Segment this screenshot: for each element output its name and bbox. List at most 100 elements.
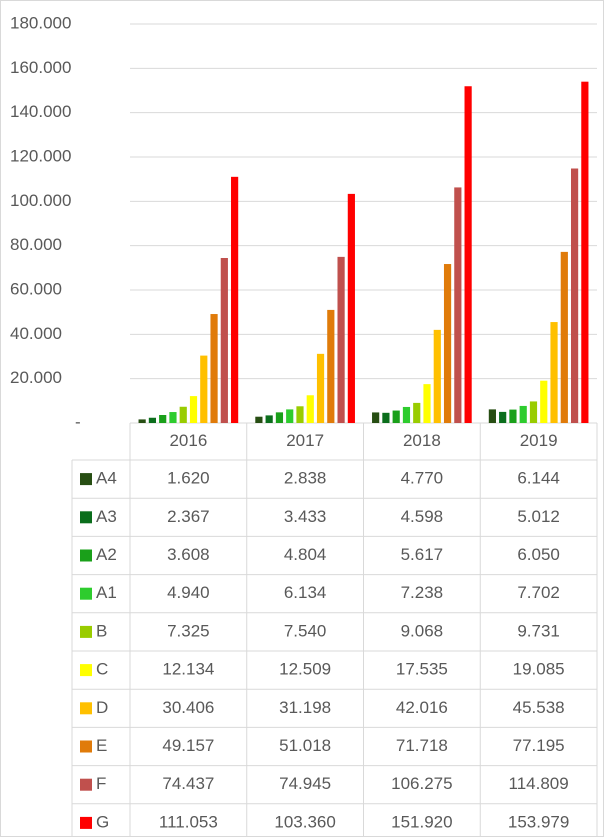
bar xyxy=(265,415,273,423)
table-value: 106.275 xyxy=(391,774,452,793)
bar xyxy=(286,409,294,423)
bar xyxy=(159,415,167,423)
bar xyxy=(454,187,462,423)
table-value: 114.809 xyxy=(509,774,569,793)
y-tick-label: 140.000 xyxy=(10,102,71,121)
table-value: 4.770 xyxy=(401,469,444,488)
legend-label: F xyxy=(96,774,106,793)
bar xyxy=(519,405,527,423)
bar xyxy=(296,406,304,423)
table-value: 12.134 xyxy=(162,660,214,679)
table-value: 5.012 xyxy=(517,507,560,526)
bar xyxy=(540,380,548,423)
bar xyxy=(327,309,335,423)
bar xyxy=(499,411,507,423)
legend-swatch xyxy=(80,816,92,829)
y-tick-label: 20.000 xyxy=(10,368,62,387)
x-tick-label: 2017 xyxy=(286,431,324,450)
legend-swatch xyxy=(80,587,92,600)
y-tick-label: 160.000 xyxy=(10,58,71,77)
bar xyxy=(179,406,187,423)
table-value: 45.538 xyxy=(513,698,565,717)
table-value: 74.945 xyxy=(279,774,331,793)
bar xyxy=(138,419,146,423)
table-value: 4.804 xyxy=(284,545,327,564)
table-value: 51.018 xyxy=(279,736,331,755)
table-value: 7.702 xyxy=(517,583,560,602)
y-tick-label: 120.000 xyxy=(10,146,71,165)
bar xyxy=(413,402,421,423)
bar xyxy=(423,384,431,423)
table-value: 74.437 xyxy=(162,774,214,793)
legend-label: A2 xyxy=(96,545,117,564)
table-value: 3.608 xyxy=(167,545,210,564)
table-value: 17.535 xyxy=(396,660,448,679)
bar xyxy=(488,409,496,423)
legend-label: B xyxy=(96,621,107,640)
table-value: 151.920 xyxy=(391,812,452,831)
bar xyxy=(200,355,208,423)
y-tick-label: 100.000 xyxy=(10,191,71,210)
table-value: 30.406 xyxy=(162,698,214,717)
legend-label: A1 xyxy=(96,583,117,602)
legend-swatch xyxy=(80,702,92,715)
bar xyxy=(231,176,239,423)
legend-label: D xyxy=(96,698,108,717)
table-value: 5.617 xyxy=(401,545,444,564)
y-tick-label: 180.000 xyxy=(10,13,71,32)
table-value: 6.134 xyxy=(284,583,327,602)
legend-label: C xyxy=(96,660,108,679)
bar xyxy=(529,401,538,423)
table-value: 3.433 xyxy=(284,507,327,526)
legend-swatch xyxy=(80,778,92,791)
legend-swatch xyxy=(80,664,92,677)
y-tick-label: 40.000 xyxy=(10,324,62,343)
legend-label: A3 xyxy=(96,507,117,526)
legend-label: E xyxy=(96,736,107,755)
y-tick-label: - xyxy=(75,412,81,431)
bar xyxy=(570,168,579,423)
bar xyxy=(189,396,198,423)
legend-swatch xyxy=(80,549,92,562)
table-value: 9.068 xyxy=(401,621,444,640)
table-value: 49.157 xyxy=(162,736,214,755)
table-value: 77.195 xyxy=(513,736,565,755)
bar xyxy=(347,193,355,423)
bar xyxy=(220,257,228,423)
table-value: 153.979 xyxy=(508,812,569,831)
bar xyxy=(275,412,284,423)
table-value: 7.238 xyxy=(401,583,444,602)
table-value: 19.085 xyxy=(513,660,565,679)
table-value: 1.620 xyxy=(167,469,210,488)
table-value: 2.838 xyxy=(284,469,327,488)
y-tick-label: 80.000 xyxy=(10,235,62,254)
x-tick-label: 2019 xyxy=(520,431,558,450)
bar xyxy=(433,329,441,423)
table-value: 31.198 xyxy=(279,698,331,717)
bar xyxy=(392,410,400,423)
legend-swatch xyxy=(80,740,92,753)
table-value: 103.360 xyxy=(274,812,335,831)
bar xyxy=(402,406,411,423)
x-tick-label: 2016 xyxy=(169,431,207,450)
legend-swatch xyxy=(80,511,92,524)
bar xyxy=(372,412,380,423)
table-value: 7.540 xyxy=(284,621,327,640)
bar xyxy=(382,412,390,423)
table-value: 9.731 xyxy=(517,621,560,640)
table-value: 6.050 xyxy=(517,545,560,564)
bar xyxy=(316,353,325,423)
table-value: 42.016 xyxy=(396,698,448,717)
bar xyxy=(210,314,218,423)
legend-label: G xyxy=(96,812,109,831)
bar xyxy=(148,417,157,423)
table-value: 12.509 xyxy=(279,660,331,679)
bar xyxy=(581,81,589,424)
table-value: 71.718 xyxy=(396,736,448,755)
table-value: 6.144 xyxy=(517,469,560,488)
table-value: 4.598 xyxy=(401,507,444,526)
bar xyxy=(550,322,558,423)
y-tick-label: 60.000 xyxy=(10,279,62,298)
bar xyxy=(337,256,345,423)
